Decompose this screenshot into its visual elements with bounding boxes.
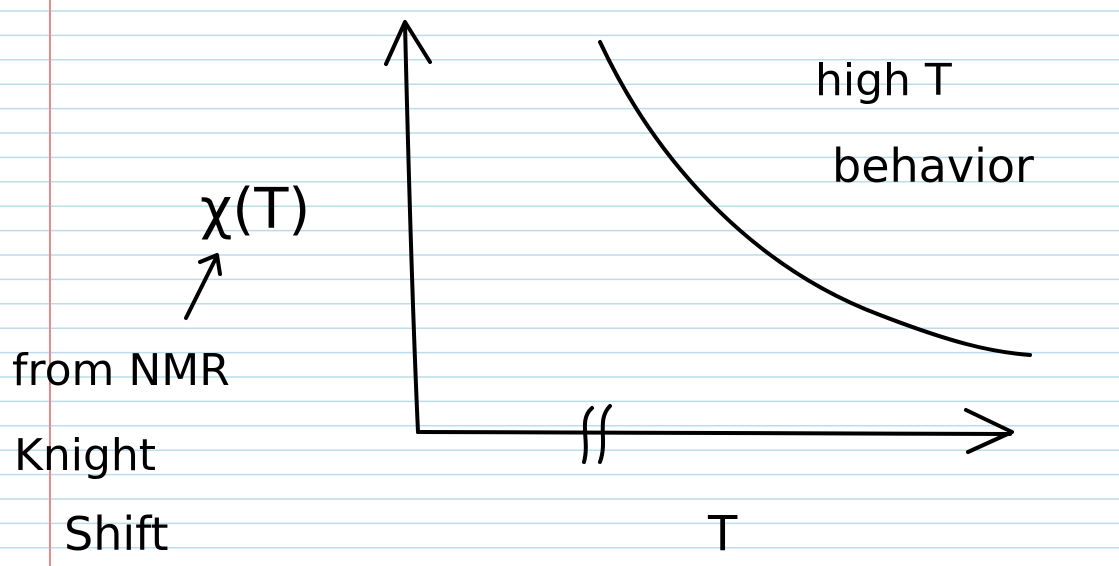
note-line: Knight	[14, 430, 156, 481]
curve	[598, 40, 1032, 357]
note-line: Shift	[64, 507, 169, 561]
x-axis-arrowhead	[964, 408, 1014, 454]
pointer-arrow	[184, 256, 218, 320]
pointer-arrowhead	[198, 253, 222, 276]
y-axis-arrowhead	[384, 20, 432, 66]
ruled-lines	[0, 10, 1119, 549]
axis-break	[582, 406, 594, 464]
axis-break	[598, 404, 612, 464]
curve-note: behavior	[832, 139, 1034, 193]
x-axis	[416, 430, 1012, 436]
note-line: from NMR	[12, 345, 230, 396]
y-axis-label: χ(T)	[200, 177, 310, 242]
x-axis-label: T	[707, 506, 738, 562]
curve-note: high T	[815, 55, 952, 106]
y-axis	[403, 22, 420, 434]
